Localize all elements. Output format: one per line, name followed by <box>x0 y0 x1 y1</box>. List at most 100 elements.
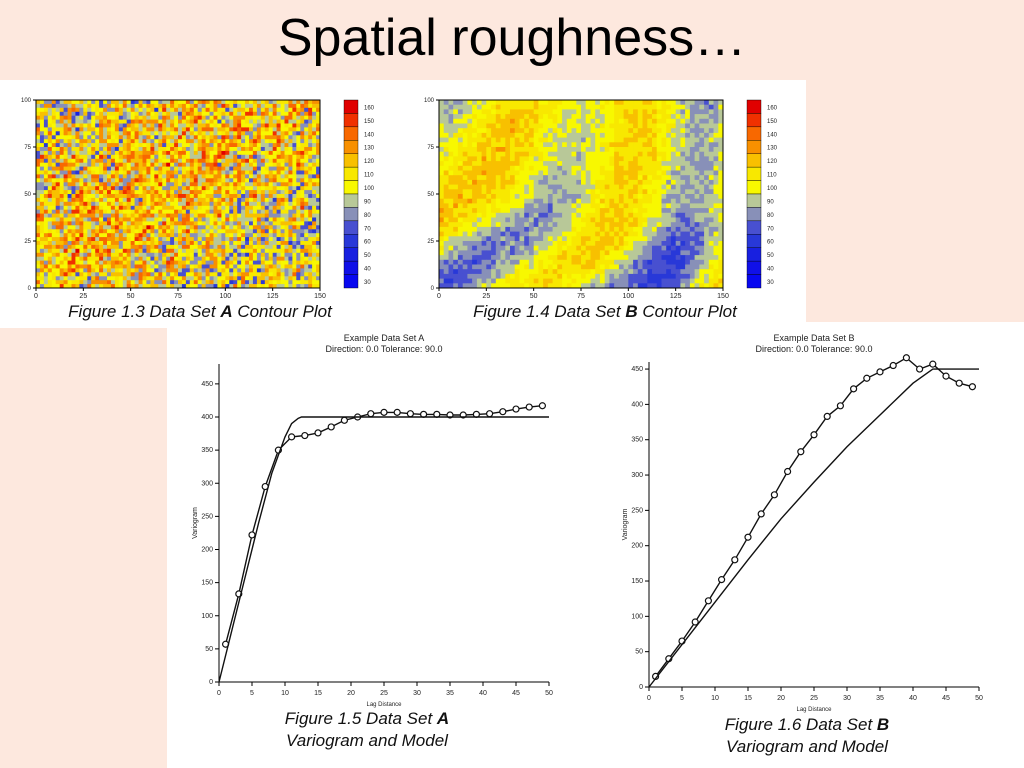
contour-cell <box>467 194 473 200</box>
contour-cell <box>213 264 218 269</box>
contour-cell <box>103 221 108 226</box>
contour-cell <box>229 123 234 128</box>
contour-cell <box>87 174 92 179</box>
contour-cell <box>134 209 139 214</box>
contour-cell <box>585 151 591 157</box>
contour-cell <box>308 154 313 160</box>
contour-cell <box>557 194 563 200</box>
contour-cell <box>55 162 60 167</box>
contour-cell <box>189 103 195 109</box>
contour-cell <box>221 131 226 136</box>
contour-cell <box>43 256 49 261</box>
contour-cell <box>118 209 124 214</box>
contour-cell <box>704 184 710 190</box>
contour-cell <box>146 197 151 203</box>
contour-cell <box>189 166 195 171</box>
contour-cell <box>276 147 281 152</box>
contour-cell <box>110 119 116 124</box>
contour-cell <box>170 190 175 195</box>
contour-cell <box>158 233 163 238</box>
contour-cell <box>193 233 199 238</box>
contour-cell <box>83 209 88 214</box>
contour-cell <box>51 135 57 140</box>
contour-cell <box>39 272 45 277</box>
contour-cell <box>114 111 120 117</box>
contour-cell <box>472 156 478 162</box>
contour-cell <box>79 237 84 242</box>
contour-cell <box>642 123 648 129</box>
contour-cell <box>229 150 234 156</box>
contour-cell <box>99 268 104 273</box>
contour-cell <box>142 115 147 120</box>
contour-cell <box>83 158 88 164</box>
contour-cell <box>237 162 242 167</box>
contour-cell <box>83 213 88 218</box>
contour-cell <box>51 252 57 258</box>
contour-cell <box>217 115 222 120</box>
contour-cell <box>201 241 206 246</box>
contour-cell <box>256 209 262 214</box>
contour-cell <box>661 109 667 115</box>
contour-cell <box>623 194 629 200</box>
contour-cell <box>557 165 563 171</box>
contour-cell <box>713 175 719 181</box>
contour-cell <box>174 123 179 128</box>
contour-cell <box>637 161 643 167</box>
contour-cell <box>713 104 719 110</box>
contour-cell <box>178 158 183 164</box>
contour-cell <box>162 201 167 207</box>
contour-cell <box>233 190 238 195</box>
contour-cell <box>146 209 151 214</box>
contour-cell <box>138 131 143 136</box>
contour-cell <box>193 229 199 234</box>
contour-cell <box>75 237 80 242</box>
contour-cell <box>689 175 695 181</box>
contour-cell <box>122 252 128 258</box>
contour-cell <box>39 276 45 281</box>
contour-cell <box>217 166 222 171</box>
contour-cell <box>95 166 100 171</box>
contour-cell <box>110 209 116 214</box>
contour-cell <box>229 178 234 183</box>
contour-cell <box>181 221 187 226</box>
contour-cell <box>689 184 695 190</box>
contour-cell <box>571 175 577 181</box>
contour-cell <box>75 119 80 124</box>
contour-cell <box>280 272 285 277</box>
contour-cell <box>189 272 195 277</box>
contour-cell <box>264 127 270 132</box>
contour-cell <box>595 208 601 214</box>
contour-cell <box>181 241 187 246</box>
contour-cell <box>292 174 297 179</box>
contour-cell <box>245 115 250 120</box>
contour-cell <box>280 100 285 105</box>
contour-cell <box>685 100 691 106</box>
contour-cell <box>197 268 202 273</box>
contour-cell <box>708 151 714 157</box>
contour-cell <box>237 260 242 265</box>
contour-cell <box>162 182 167 187</box>
contour-cell <box>126 154 131 160</box>
contour-cell <box>154 158 159 164</box>
contour-cell <box>181 170 187 175</box>
contour-cell <box>718 189 724 195</box>
contour-cell <box>134 166 139 171</box>
contour-cell <box>300 241 305 246</box>
contour-cell <box>170 237 175 242</box>
contour-cell <box>296 201 301 207</box>
contour-cell <box>201 268 206 273</box>
contour-cell <box>514 151 520 157</box>
contour-cell <box>685 118 691 124</box>
contour-cell <box>718 151 724 157</box>
contour-cell <box>150 252 155 258</box>
contour-cell <box>300 119 305 124</box>
contour-cell <box>268 244 273 250</box>
contour-cell <box>300 103 305 109</box>
contour-cell <box>55 150 60 156</box>
contour-cell <box>122 162 128 167</box>
contour-cell <box>181 213 187 218</box>
contour-cell <box>312 244 317 250</box>
contour-cell <box>685 170 691 176</box>
contour-cell <box>75 268 80 273</box>
contour-cell <box>284 182 289 187</box>
